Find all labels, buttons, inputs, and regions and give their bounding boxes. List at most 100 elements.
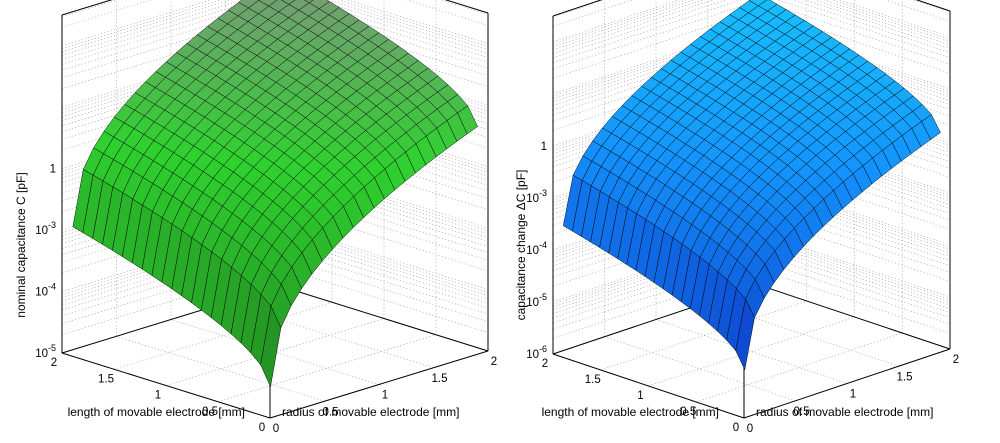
gridline — [552, 259, 951, 330]
z-tick-exponent: -6 — [539, 344, 547, 354]
axis-line — [279, 285, 489, 352]
axis-line — [61, 352, 271, 419]
gridline — [552, 9, 951, 79]
y-tick-label: 1 — [637, 390, 643, 402]
z-tick-base: 10 — [526, 297, 539, 309]
gridline — [552, 24, 951, 95]
z-tick-label: 10-6 — [526, 344, 547, 361]
x-axis-label: radius of movable electrode [mm] — [282, 405, 459, 419]
y-tick-label: 0 — [259, 422, 265, 434]
gridline — [552, 32, 951, 103]
gridline — [225, 302, 434, 369]
gridline — [552, 248, 951, 318]
z-tick-exponent: -3 — [539, 188, 547, 198]
axis-line — [552, 0, 603, 17]
surface-patch — [303, 0, 314, 4]
gridline — [552, 237, 951, 308]
gridline — [552, 29, 951, 100]
axis-line — [915, 0, 951, 12]
z-axis-label: capacitance change ΔC [pF] — [514, 170, 528, 321]
y-axis-label: length of movable electrode [mm] — [68, 405, 245, 419]
z-tick-label: 10-4 — [526, 240, 547, 257]
gridline — [696, 332, 903, 403]
gridline — [165, 318, 385, 386]
z-tick-label: 1 — [541, 141, 547, 153]
z-tick-label: 1 — [50, 164, 56, 176]
y-tick-label: 0.5 — [680, 406, 696, 418]
gridline — [217, 334, 437, 403]
gridline — [552, 0, 951, 43]
x-tick-label: 0.5 — [794, 406, 810, 418]
gridline — [552, 0, 951, 27]
z-axis-label: nominal capacitance C [pF] — [14, 172, 28, 317]
gridline — [600, 300, 807, 371]
gridline — [552, 269, 951, 339]
y-tick-label: 1.5 — [585, 374, 601, 386]
z-tick-label: 10-3 — [526, 188, 547, 205]
gridline — [552, 0, 951, 70]
x-tick-label: 1.5 — [432, 373, 448, 385]
axis-line — [758, 284, 951, 350]
z-tick-label: 10-5 — [35, 343, 56, 360]
gridline — [552, 0, 951, 48]
z-tick-base: 10 — [526, 349, 539, 361]
gridline — [552, 240, 951, 311]
z-tick-exponent: -5 — [48, 343, 56, 353]
z-tick-base: 1 — [50, 164, 56, 176]
axis-line — [269, 350, 489, 419]
chart-panel-2: 00.511.5200.511.5210-610-510-410-31radiu… — [514, 0, 959, 435]
y-tick-label: 2 — [51, 357, 57, 369]
gridline — [552, 45, 951, 115]
gridline — [552, 0, 951, 54]
z-tick-base: 10 — [35, 348, 48, 360]
y-tick-label: 0.5 — [202, 406, 218, 418]
z-tick-exponent: -4 — [48, 282, 56, 292]
axis-labels: radius of movable electrode [mm] length o… — [14, 172, 459, 419]
gridline — [552, 36, 951, 106]
surface-patch — [260, 305, 282, 388]
axis-line — [61, 0, 113, 16]
gridline — [552, 27, 951, 97]
y-axis-label: length of movable electrode [mm] — [542, 405, 719, 419]
y-tick-label: 2 — [542, 358, 548, 370]
axis-line — [743, 348, 951, 419]
x-tick-label: 1 — [382, 390, 388, 402]
gridline — [552, 0, 951, 51]
axis-line — [552, 353, 745, 419]
gridline — [552, 253, 951, 323]
gridline — [648, 316, 855, 387]
gridline — [552, 0, 951, 63]
x-tick-label: 0 — [273, 423, 279, 435]
x-tick-label: 2 — [953, 354, 959, 366]
gridline — [552, 40, 951, 110]
z-tick-exponent: -4 — [539, 240, 547, 250]
z-tick-base: 10 — [35, 287, 48, 299]
y-tick-label: 0 — [733, 422, 739, 434]
gridline — [552, 0, 951, 58]
gridline — [113, 301, 333, 370]
z-tick-label: 10-3 — [35, 220, 56, 237]
y-tick-label: 1.5 — [98, 373, 114, 385]
z-tick-base: 10 — [35, 225, 48, 237]
x-tick-label: 0 — [747, 423, 753, 435]
gridline — [552, 217, 951, 287]
gridline — [552, 0, 951, 45]
x-tick-label: 2 — [491, 356, 497, 368]
gridline — [116, 335, 325, 402]
surface — [72, 0, 478, 388]
x-tick-label: 1.5 — [897, 371, 913, 383]
z-tick-base: 1 — [541, 141, 547, 153]
z-tick-base: 10 — [526, 245, 539, 257]
x-tick-label: 0.5 — [323, 406, 339, 418]
axis-labels: radius of movable electrode [mm] length o… — [514, 170, 933, 419]
gridline — [552, 232, 951, 303]
gridline — [604, 336, 796, 402]
surface-patch — [735, 298, 755, 371]
gridline — [552, 235, 951, 305]
z-tick-exponent: -5 — [539, 292, 547, 302]
z-tick-exponent: -3 — [48, 220, 56, 230]
z-tick-label: 10-4 — [35, 282, 56, 299]
